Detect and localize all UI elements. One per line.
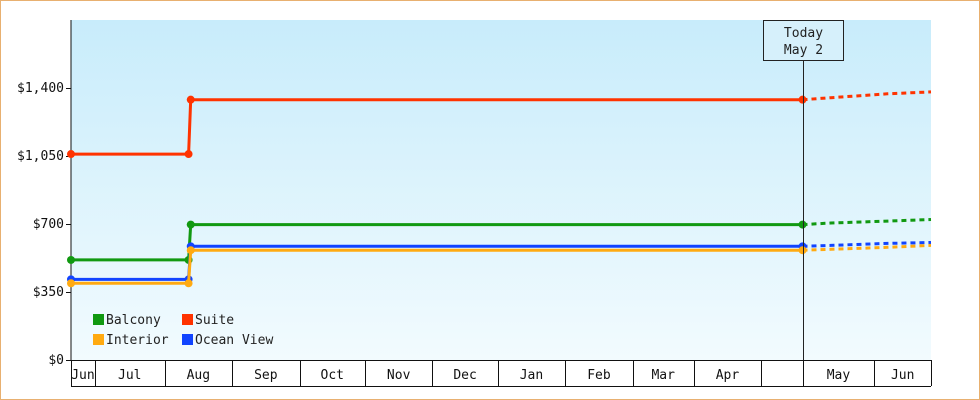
y-tick-label: $1,400 <box>17 81 64 96</box>
series-forecast-suite <box>802 90 932 102</box>
legend-label[interactable]: Suite <box>195 313 234 328</box>
legend-label[interactable]: Balcony <box>106 313 161 328</box>
x-month-label: Jun <box>891 368 914 383</box>
series-point[interactable] <box>186 220 195 229</box>
series-point[interactable] <box>67 150 75 159</box>
y-tick-label: $1,050 <box>17 149 64 164</box>
x-month-label: Apr <box>716 368 740 383</box>
series-forecast-balcony <box>802 218 932 227</box>
legend-swatch[interactable] <box>93 314 104 325</box>
series-point[interactable] <box>798 246 807 255</box>
x-month-label: Dec <box>453 368 476 383</box>
x-month-label: Jan <box>520 368 543 383</box>
y-tick-label: $350 <box>33 285 64 300</box>
legend-label[interactable]: Interior <box>106 333 169 348</box>
x-month-label: Mar <box>651 368 675 383</box>
legend-swatch[interactable] <box>182 334 193 345</box>
today-label: Today <box>784 26 823 41</box>
legend-swatch[interactable] <box>93 334 104 345</box>
series-point[interactable] <box>67 279 75 288</box>
series-point[interactable] <box>67 255 75 264</box>
x-month-label: Nov <box>387 368 411 383</box>
x-month-label: Feb <box>587 368 611 383</box>
today-box <box>763 20 844 61</box>
series-point[interactable] <box>184 279 193 288</box>
plot-area <box>71 20 931 360</box>
series-line-interior <box>71 248 803 285</box>
today-date-label: May 2 <box>784 43 823 58</box>
x-month-label: Aug <box>187 368 210 383</box>
y-tick-label: $0 <box>48 353 64 368</box>
x-month-label: Jun <box>71 368 94 383</box>
series-forecast-interior <box>802 243 932 252</box>
series-point[interactable] <box>186 95 195 104</box>
x-month-label: Sep <box>254 368 278 383</box>
x-month-label: May <box>827 368 851 383</box>
series-point[interactable] <box>798 95 807 104</box>
x-month-label: Jul <box>118 368 141 383</box>
series-point[interactable] <box>798 220 807 229</box>
series-line-balcony <box>71 223 803 262</box>
legend-swatch[interactable] <box>182 314 193 325</box>
legend-label[interactable]: Ocean View <box>195 333 273 348</box>
series-point[interactable] <box>186 246 195 255</box>
series-forecast-ocean-view <box>802 241 932 248</box>
series-line-suite <box>71 98 803 156</box>
x-month-label: Oct <box>321 368 344 383</box>
series-point[interactable] <box>184 150 193 159</box>
y-tick-label: $700 <box>33 217 64 232</box>
